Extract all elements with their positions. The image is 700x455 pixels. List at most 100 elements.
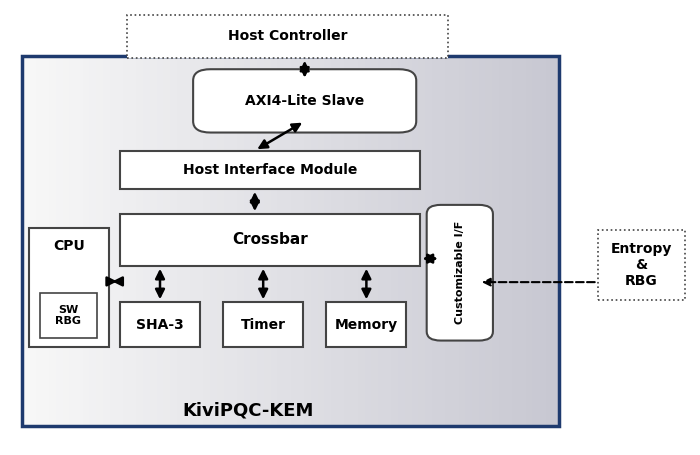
Bar (552, 56, 561, 426)
Bar (271, 56, 279, 426)
Bar (223, 56, 232, 426)
Bar (163, 56, 172, 426)
Bar (264, 56, 272, 426)
Bar (311, 56, 319, 426)
Bar (49, 56, 57, 426)
Bar (109, 56, 118, 426)
FancyBboxPatch shape (193, 69, 416, 132)
Bar (290, 56, 299, 426)
Bar (251, 56, 258, 426)
Bar (385, 56, 393, 426)
Bar (472, 56, 480, 426)
Bar (29, 56, 37, 426)
Bar (438, 56, 447, 426)
FancyBboxPatch shape (29, 228, 109, 347)
Bar (157, 56, 164, 426)
Bar (324, 56, 332, 426)
Bar (22, 56, 30, 426)
Bar (237, 56, 245, 426)
Bar (257, 56, 265, 426)
FancyBboxPatch shape (427, 205, 493, 340)
Bar (505, 56, 514, 426)
Bar (519, 56, 527, 426)
Bar (90, 56, 97, 426)
Bar (69, 56, 78, 426)
FancyBboxPatch shape (120, 302, 200, 347)
Bar (210, 56, 218, 426)
Text: Customizable I/F: Customizable I/F (455, 221, 465, 324)
Bar (230, 56, 239, 426)
Bar (304, 56, 312, 426)
Bar (358, 56, 366, 426)
Bar (337, 56, 346, 426)
Bar (298, 56, 306, 426)
Bar (391, 56, 400, 426)
Bar (123, 56, 131, 426)
Bar (96, 56, 104, 426)
Bar (103, 56, 111, 426)
Bar (183, 56, 192, 426)
Bar (512, 56, 520, 426)
FancyBboxPatch shape (127, 15, 447, 58)
Text: Host Interface Module: Host Interface Module (183, 163, 357, 177)
Bar (277, 56, 286, 426)
Bar (62, 56, 71, 426)
Bar (170, 56, 178, 426)
Bar (398, 56, 406, 426)
Bar (43, 56, 50, 426)
Bar (378, 56, 386, 426)
Bar (499, 56, 507, 426)
FancyBboxPatch shape (598, 230, 685, 300)
Bar (318, 56, 326, 426)
Bar (466, 56, 473, 426)
Bar (526, 56, 533, 426)
Bar (190, 56, 198, 426)
Bar (539, 56, 547, 426)
Bar (371, 56, 379, 426)
Bar (22, 56, 559, 426)
Bar (83, 56, 91, 426)
Text: AXI4-Lite Slave: AXI4-Lite Slave (245, 94, 364, 108)
Bar (492, 56, 500, 426)
Bar (344, 56, 353, 426)
Bar (405, 56, 413, 426)
FancyBboxPatch shape (120, 151, 420, 189)
Bar (197, 56, 205, 426)
Bar (136, 56, 144, 426)
Bar (143, 56, 151, 426)
Bar (284, 56, 292, 426)
Bar (458, 56, 467, 426)
Bar (365, 56, 372, 426)
Bar (56, 56, 64, 426)
Bar (331, 56, 339, 426)
Text: KiviPQC-KEM: KiviPQC-KEM (182, 402, 314, 420)
Bar (217, 56, 225, 426)
Bar (412, 56, 419, 426)
Bar (532, 56, 540, 426)
Text: Memory: Memory (335, 318, 398, 332)
Text: SW
RBG: SW RBG (55, 305, 81, 327)
Bar (432, 56, 440, 426)
Bar (36, 56, 44, 426)
Text: CPU: CPU (53, 238, 85, 253)
Text: SHA-3: SHA-3 (136, 318, 184, 332)
Text: Entropy
&
RBG: Entropy & RBG (610, 242, 672, 288)
Bar (485, 56, 494, 426)
Bar (244, 56, 252, 426)
Bar (150, 56, 158, 426)
Bar (452, 56, 460, 426)
FancyBboxPatch shape (120, 214, 420, 266)
Bar (76, 56, 84, 426)
Bar (418, 56, 426, 426)
FancyBboxPatch shape (326, 302, 407, 347)
Bar (425, 56, 433, 426)
Bar (546, 56, 554, 426)
Bar (204, 56, 211, 426)
Bar (445, 56, 453, 426)
Bar (116, 56, 125, 426)
Bar (351, 56, 359, 426)
Text: Crossbar: Crossbar (232, 233, 308, 248)
Text: Timer: Timer (241, 318, 286, 332)
Bar (130, 56, 138, 426)
FancyBboxPatch shape (223, 302, 303, 347)
